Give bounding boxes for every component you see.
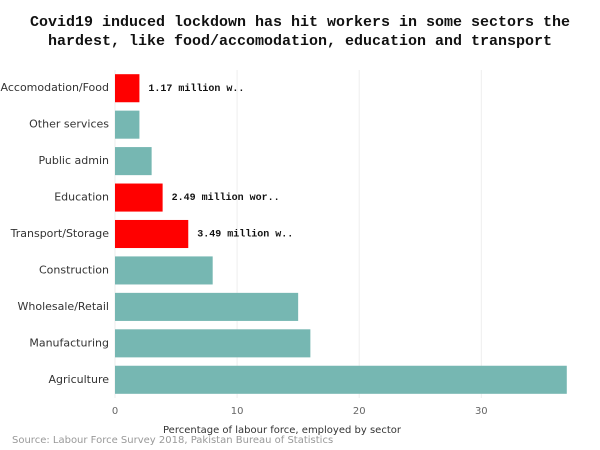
y-tick-label: Agriculture bbox=[49, 373, 110, 386]
y-tick-label: Education bbox=[54, 191, 109, 204]
y-tick-label: Transport/Storage bbox=[10, 227, 110, 240]
bar bbox=[115, 256, 213, 285]
bar-label: 3.49 million w.. bbox=[197, 229, 293, 241]
bar bbox=[115, 74, 140, 103]
y-tick-label: Accomodation/Food bbox=[1, 81, 109, 94]
y-tick-label: Other services bbox=[29, 118, 109, 131]
y-tick-label: Wholesale/Retail bbox=[18, 300, 110, 313]
source: Source: Labour Force Survey 2018, Pakist… bbox=[12, 435, 333, 446]
bar bbox=[115, 365, 567, 394]
bar bbox=[115, 329, 311, 358]
x-tick-label: 30 bbox=[475, 406, 488, 417]
x-tick-label: 0 bbox=[112, 406, 118, 417]
bar bbox=[115, 183, 163, 212]
x-tick-label: 20 bbox=[353, 406, 366, 417]
x-axis-label: Percentage of labour force, employed by … bbox=[163, 425, 402, 436]
bar-label: 1.17 million w.. bbox=[148, 83, 244, 95]
chart-title: hardest, like food/accomodation, educati… bbox=[48, 33, 552, 50]
y-tick-label: Construction bbox=[39, 263, 109, 276]
y-tick-label: Manufacturing bbox=[29, 336, 109, 349]
chart-title: Covid19 induced lockdown has hit workers… bbox=[30, 14, 570, 31]
x-tick-label: 10 bbox=[231, 406, 244, 417]
bar bbox=[115, 110, 140, 139]
y-tick-label: Public admin bbox=[38, 154, 109, 167]
bar bbox=[115, 292, 299, 321]
bar-label: 2.49 million wor.. bbox=[172, 192, 280, 204]
bar bbox=[115, 219, 189, 249]
bar bbox=[115, 147, 152, 176]
